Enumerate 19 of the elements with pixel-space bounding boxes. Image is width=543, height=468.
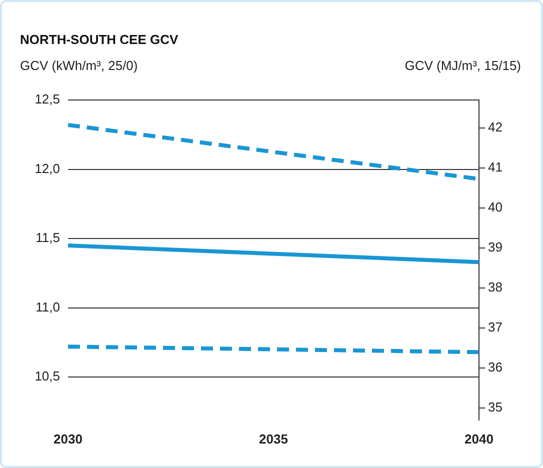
y2-tick-label: 40 [488, 200, 502, 215]
y2-tick-label: 38 [488, 280, 502, 295]
y-axis-title: GCV (kWh/m³, 25/0) [20, 58, 138, 73]
y-tick-label: 11,5 [36, 230, 60, 246]
y-tick-label: 12,0 [34, 160, 60, 176]
x-tick-label: 2040 [464, 431, 494, 446]
chart-title: NORTH-SOUTH CEE GCV [20, 32, 178, 47]
y2-tick-label: 41 [488, 160, 502, 175]
y2-tick-label: 37 [488, 320, 502, 335]
y2-tick-label: 39 [488, 240, 502, 255]
y2-tick-label: 42 [488, 120, 502, 135]
y2-axis-title: GCV (MJ/m³, 15/15) [404, 58, 521, 73]
x-tick-label: 2030 [54, 431, 82, 446]
y2-tick-label: 36 [488, 360, 502, 375]
x-tick-label: 2035 [259, 431, 288, 446]
y-tick-label: 11,0 [36, 299, 60, 314]
y-tick-label: 10,5 [34, 368, 60, 384]
y-tick-label: 12,5 [34, 92, 60, 107]
y2-tick-label: 35 [488, 400, 502, 415]
